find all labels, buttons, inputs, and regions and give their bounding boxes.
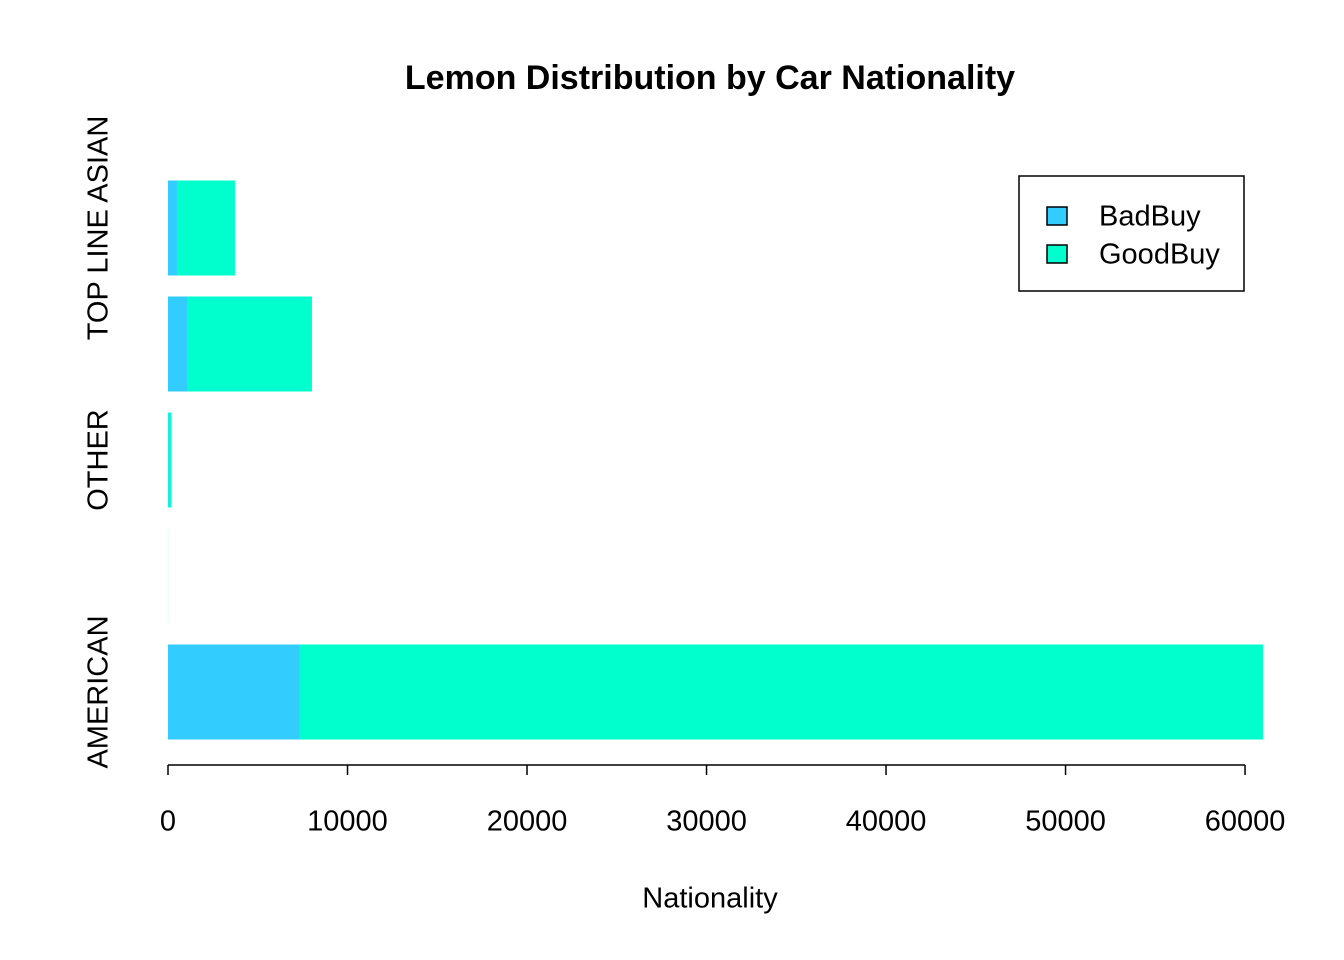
x-tick-label: 30000 [666, 806, 747, 838]
legend-swatch [1046, 206, 1068, 226]
bar-segment [187, 296, 312, 392]
x-tick-label: 0 [160, 806, 176, 838]
bar-segment [168, 180, 177, 276]
y-tick-label: TOP LINE ASIAN [83, 116, 115, 341]
x-tick-label: 40000 [846, 806, 927, 838]
bar-segment [299, 644, 1263, 740]
bar-segment [168, 296, 188, 392]
x-tick-label: 60000 [1205, 806, 1286, 838]
legend-label: GoodBuy [1099, 239, 1220, 271]
bar-segment [176, 180, 235, 276]
x-tick-label: 20000 [487, 806, 568, 838]
legend-swatch [1046, 244, 1068, 264]
x-tick-label: 50000 [1025, 806, 1106, 838]
x-axis-label: Nationality [642, 883, 778, 915]
bar-segment [168, 412, 172, 508]
y-tick-label: AMERICAN [83, 615, 115, 768]
legend-box [1018, 175, 1245, 292]
bar-segment [168, 644, 300, 740]
y-tick-label: OTHER [83, 409, 115, 511]
chart-title: Lemon Distribution by Car Nationality [405, 59, 1015, 97]
x-tick-label: 10000 [307, 806, 388, 838]
legend-label: BadBuy [1099, 201, 1201, 233]
